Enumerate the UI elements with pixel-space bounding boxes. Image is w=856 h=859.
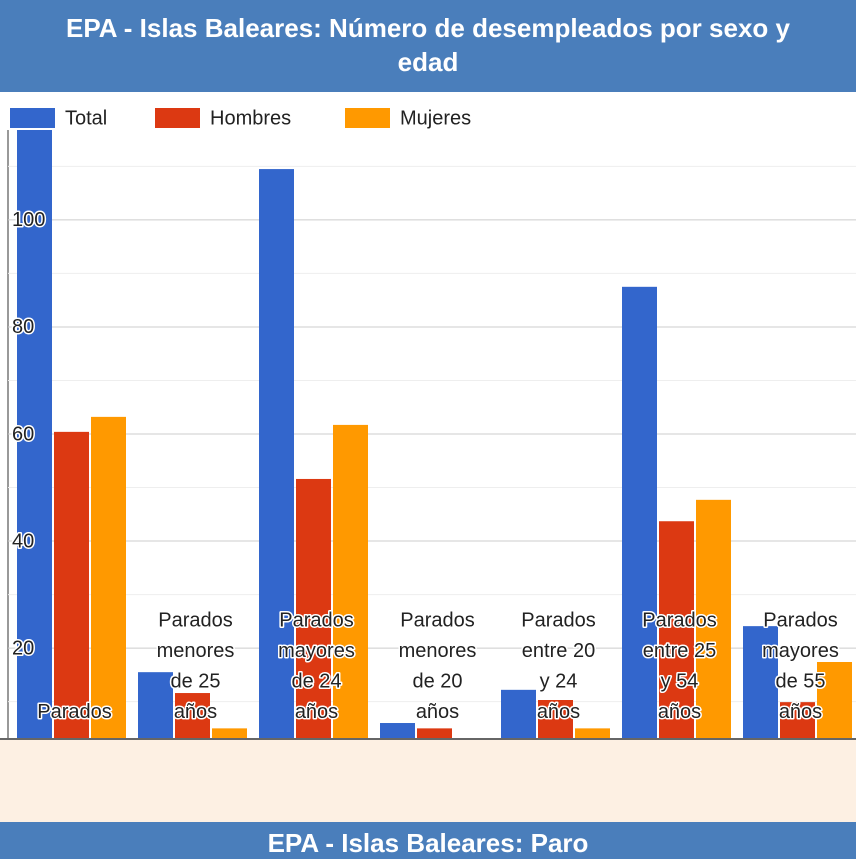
y-tick-label: 40 [12, 530, 34, 552]
category-label: Parados menores de 20 años [399, 610, 477, 724]
bars [17, 130, 852, 738]
bar [296, 478, 331, 738]
bar [696, 499, 731, 738]
section-title: EPA - Islas Baleares: Paro [268, 828, 589, 858]
category-label: Parados [37, 701, 112, 723]
category-label: Parados mayores de 55 años [762, 610, 839, 724]
chart-title: EPA - Islas Baleares: Número de desemple… [66, 13, 790, 77]
y-tick-label: 60 [12, 423, 34, 445]
bar [575, 728, 610, 738]
bar [259, 169, 294, 738]
footer-area [0, 740, 856, 822]
bar [17, 130, 52, 738]
bar [54, 431, 89, 738]
category-label: Parados menores de 25 años [157, 610, 235, 724]
category-label: Parados mayores de 24 años [278, 610, 355, 724]
bar [175, 693, 210, 738]
legend-swatch [155, 108, 200, 128]
bar [380, 723, 415, 738]
y-tick-label: 20 [12, 637, 34, 659]
bar [817, 662, 852, 738]
y-tick-label: 100 [12, 209, 45, 231]
legend-swatch [10, 108, 55, 128]
legend-label: Total [65, 107, 107, 129]
y-tick-label: 80 [12, 316, 34, 338]
legend-label: Mujeres [400, 107, 471, 129]
bar [659, 521, 694, 738]
category-label: Parados entre 20 y 24 años [521, 610, 596, 724]
bar [501, 689, 536, 738]
section-bar [0, 822, 856, 859]
bar [91, 416, 126, 738]
bar [138, 672, 173, 738]
bar [212, 728, 247, 738]
labels: Parados Parados menores de 25 años Parados may… [11, 208, 841, 725]
grid [8, 165, 856, 703]
legend-swatch [345, 108, 390, 128]
bar [417, 728, 452, 738]
bar [743, 626, 778, 738]
legend-label: Hombres [210, 107, 291, 129]
title-bar [0, 0, 856, 92]
bar [538, 700, 573, 738]
bar [622, 286, 657, 738]
bar [333, 424, 368, 738]
category-label: Parados entre 25 y 54 años [642, 610, 717, 724]
bar [780, 702, 815, 738]
